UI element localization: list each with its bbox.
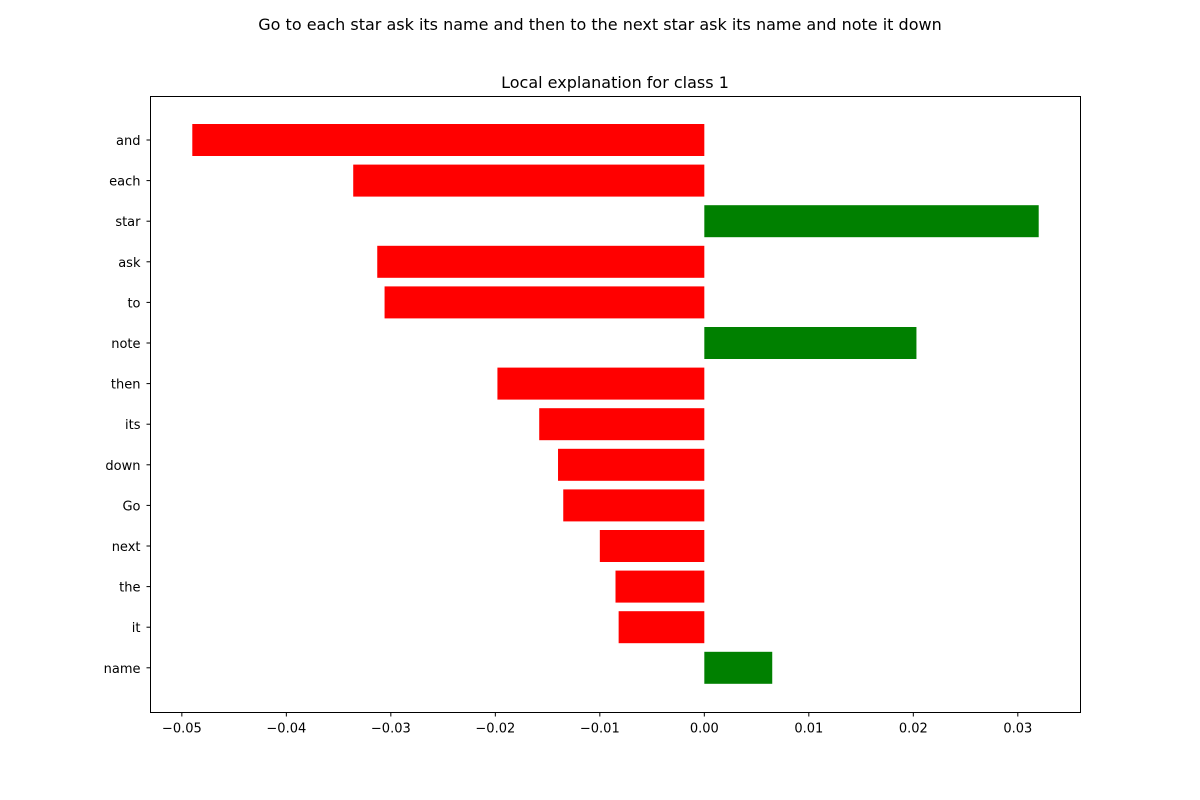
- y-tick-label: ask: [118, 256, 141, 271]
- figure-suptitle: Go to each star ask its name and then to…: [258, 15, 941, 34]
- bar-it: [618, 611, 705, 644]
- bar-next: [599, 530, 705, 562]
- bar-note: [704, 327, 917, 359]
- axes-frame: [150, 96, 1081, 713]
- y-tick-label: and: [116, 134, 140, 149]
- bar-the: [615, 570, 705, 603]
- bar-each: [353, 164, 705, 197]
- y-tick-label: name: [104, 662, 141, 677]
- y-tick-label: the: [119, 581, 140, 596]
- x-tick-label: 0.03: [1003, 722, 1032, 737]
- bar-then: [497, 367, 705, 400]
- bar-ask: [377, 245, 705, 278]
- bar-name: [704, 651, 773, 684]
- y-tick-label: star: [115, 215, 141, 230]
- chart-title: Local explanation for class 1: [501, 73, 729, 92]
- bar-and: [192, 124, 705, 156]
- y-tick-label: each: [109, 175, 140, 190]
- y-tick-label: its: [125, 418, 141, 433]
- y-axis: and each star ask to note then its down Go next the…: [104, 134, 151, 677]
- y-tick-label: it: [132, 621, 141, 636]
- x-axis: −0.05 −0.04 −0.03 −0.02 −0.01 0.00 0.01 0.02 0.0…: [162, 712, 1032, 737]
- bar-star: [704, 205, 1039, 238]
- x-tick-label: 0.01: [794, 722, 823, 737]
- y-tick-label: down: [105, 459, 140, 474]
- x-tick-label: −0.02: [475, 722, 515, 737]
- y-tick-label: note: [111, 337, 140, 352]
- bar-its: [539, 408, 705, 441]
- x-tick-label: −0.03: [371, 722, 411, 737]
- bar-to: [384, 286, 705, 319]
- x-tick-label: 0.00: [690, 722, 719, 737]
- y-tick-label: Go: [122, 499, 140, 514]
- y-tick-label: to: [127, 296, 140, 311]
- bars-layer: [192, 124, 1039, 684]
- x-tick-label: −0.05: [162, 722, 202, 737]
- x-tick-label: −0.04: [266, 722, 306, 737]
- y-tick-label: next: [112, 540, 141, 555]
- y-tick-label: then: [111, 378, 141, 393]
- x-tick-label: −0.01: [580, 722, 620, 737]
- bar-go: [563, 489, 705, 522]
- x-tick-label: 0.02: [899, 722, 928, 737]
- bar-down: [558, 448, 705, 481]
